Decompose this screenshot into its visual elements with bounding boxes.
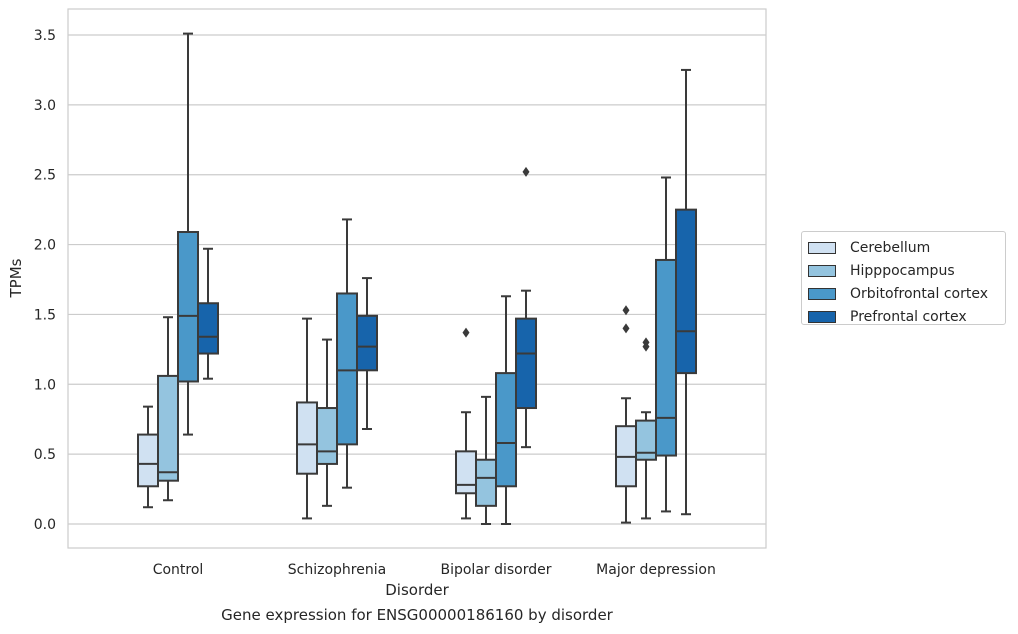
box-body <box>475 458 497 507</box>
box-body <box>137 433 159 488</box>
box-prefrontal-cortex-3 <box>675 68 697 516</box>
legend-label: Hipppocampus <box>850 262 955 279</box>
figure-caption: Gene expression for ENSG00000186160 by d… <box>221 606 613 624</box>
legend-label: Prefrontal cortex <box>850 308 967 325</box>
x-tick-label: Bipolar disorder <box>440 562 551 578</box>
x-tick-label: Major depression <box>596 562 716 578</box>
box-body <box>316 407 338 465</box>
outlier-marker <box>622 305 630 316</box>
y-tick-labels: 0.0 0.5 1.0 1.5 2.0 2.5 3.0 3.5 <box>34 28 56 533</box>
y-tick-label: 2.0 <box>34 238 56 254</box>
box-orbitofrontal-cortex-1 <box>336 218 358 489</box>
legend: Cerebellum Hipppocampus Orbitofrontal co… <box>801 231 1006 325</box>
outlier-marker <box>642 337 650 348</box>
legend-swatch <box>808 310 836 323</box>
box-body <box>177 230 199 383</box>
box-orbitofrontal-cortex-0 <box>177 32 199 436</box>
box-body <box>515 317 537 410</box>
legend-swatch <box>808 264 836 277</box>
y-axis-label: TPMs <box>7 258 25 298</box>
box-cerebellum-2 <box>455 327 477 520</box>
y-tick-label: 1.0 <box>34 377 56 393</box>
x-tick-label: Schizophrenia <box>288 562 386 578</box>
outlier-marker <box>622 323 630 334</box>
y-tick-label: 3.5 <box>34 28 56 44</box>
outlier-marker <box>462 327 470 338</box>
box-hipppocampus-0 <box>157 316 179 502</box>
box-body <box>635 419 657 461</box>
box-body <box>675 208 697 375</box>
box-body <box>655 258 677 457</box>
box-orbitofrontal-cortex-3 <box>655 176 677 513</box>
legend-item-orbitofrontal-cortex: Orbitofrontal cortex <box>808 282 1005 305</box>
y-tick-label: 2.5 <box>34 168 56 184</box>
legend-label: Orbitofrontal cortex <box>850 285 988 302</box>
legend-label: Cerebellum <box>850 239 931 256</box>
plot-boxes <box>137 32 697 525</box>
y-tick-label: 1.5 <box>34 307 56 323</box>
legend-item-prefrontal-cortex: Prefrontal cortex <box>808 305 1005 328</box>
y-tick-label: 3.0 <box>34 98 56 114</box>
box-body <box>356 314 378 372</box>
x-tick-label: Control <box>153 562 204 578</box>
outlier-marker <box>522 166 530 177</box>
legend-swatch <box>808 287 836 300</box>
box-hipppocampus-3 <box>635 337 657 520</box>
legend-item-hippocampus: Hipppocampus <box>808 259 1005 282</box>
x-axis-label: Disorder <box>385 581 449 599</box>
y-tick-label: 0.5 <box>34 447 56 463</box>
box-body <box>455 450 477 495</box>
box-orbitofrontal-cortex-2 <box>495 295 517 525</box>
box-cerebellum-1 <box>296 317 318 520</box>
y-tick-label: 0.0 <box>34 517 56 533</box>
box-body <box>495 372 517 488</box>
plot-frame <box>67 8 767 549</box>
box-prefrontal-cortex-1 <box>356 277 378 430</box>
x-tick-labels: Control Schizophrenia Bipolar disorder Majo… <box>153 562 716 578</box>
box-hipppocampus-2 <box>475 395 497 525</box>
box-prefrontal-cortex-2 <box>515 166 537 449</box>
box-body <box>157 374 179 482</box>
legend-swatch <box>808 241 836 254</box>
box-body <box>336 292 358 446</box>
box-body <box>197 302 219 355</box>
box-hipppocampus-1 <box>316 338 338 507</box>
box-cerebellum-3 <box>615 305 637 524</box>
legend-item-cerebellum: Cerebellum <box>808 236 1005 259</box>
box-prefrontal-cortex-0 <box>197 247 219 380</box>
box-cerebellum-0 <box>137 405 159 509</box>
box-body <box>296 401 318 475</box>
